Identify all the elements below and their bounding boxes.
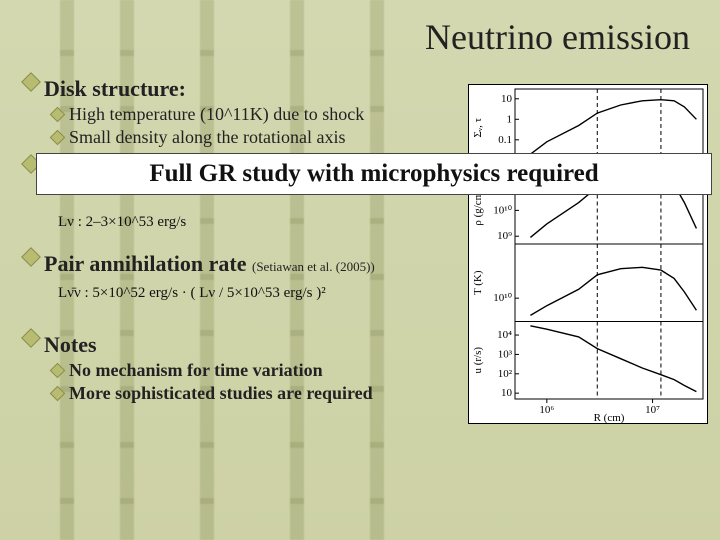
svg-text:10⁴: 10⁴ <box>497 329 512 341</box>
diamond-icon <box>52 109 63 120</box>
bullet-disk-sub1: Small density along the rotational axis <box>52 127 464 148</box>
chart-panel: 0.010.1110Σᵥ, τ10⁹10¹⁰10¹¹ρ (g/cm³)10¹⁰T… <box>468 84 708 424</box>
svg-text:10: 10 <box>501 387 513 399</box>
svg-text:T (K): T (K) <box>472 270 484 295</box>
disk-sub0: High temperature (10^11K) due to shock <box>69 104 364 125</box>
svg-text:1: 1 <box>507 113 513 125</box>
notes-sub0: No mechanism for time variation <box>69 360 323 381</box>
svg-text:u (r/s): u (r/s) <box>472 347 484 374</box>
page-title: Neutrino emission <box>24 16 690 58</box>
svg-text:10⁶: 10⁶ <box>539 404 554 416</box>
eqn-lum: Lν : 2–3×10^53 erg/s <box>58 214 464 231</box>
svg-text:Σᵥ, τ: Σᵥ, τ <box>472 117 484 137</box>
charts-svg: 0.010.1110Σᵥ, τ10⁹10¹⁰10¹¹ρ (g/cm³)10¹⁰T… <box>469 85 709 425</box>
slide: Neutrino emission Disk structure: High t… <box>0 0 720 540</box>
pair-label-text: Pair annihilation rate <box>44 251 247 276</box>
diamond-icon <box>52 388 63 399</box>
svg-text:10³: 10³ <box>498 348 513 360</box>
svg-text:10¹⁰: 10¹⁰ <box>493 204 512 216</box>
disk-sub1: Small density along the rotational axis <box>69 127 345 148</box>
content-left: Disk structure: High temperature (10^11K… <box>24 70 464 404</box>
eqn-pair: Lν̄ν : 5×10^52 erg/s · ( Lν / 5×10^53 er… <box>58 285 464 302</box>
bullet-disk: Disk structure: <box>24 70 464 102</box>
notes-label: Notes <box>44 332 97 358</box>
bullet-disk-sub0: High temperature (10^11K) due to shock <box>52 104 464 125</box>
diamond-icon <box>52 365 63 376</box>
diamond-icon <box>24 250 38 264</box>
notes-sub1: More sophisticated studies are required <box>69 383 373 404</box>
diamond-icon <box>24 75 38 89</box>
diamond-icon <box>24 331 38 345</box>
bullet-notes: Notes <box>24 326 464 358</box>
svg-text:10⁷: 10⁷ <box>645 404 660 416</box>
diamond-icon <box>52 132 63 143</box>
pair-label: Pair annihilation rate (Setiawan et al. … <box>44 251 375 277</box>
svg-text:0.1: 0.1 <box>498 134 512 146</box>
overlay-banner: Full GR study with microphysics required <box>36 153 712 195</box>
svg-text:10²: 10² <box>498 368 513 380</box>
bullet-pair: Pair annihilation rate (Setiawan et al. … <box>24 245 464 277</box>
pair-cite: (Setiawan et al. (2005)) <box>252 259 375 274</box>
bullet-notes-sub0: No mechanism for time variation <box>52 360 464 381</box>
disk-label: Disk structure: <box>44 76 186 102</box>
svg-text:10¹⁰: 10¹⁰ <box>493 292 512 304</box>
svg-text:R (cm): R (cm) <box>594 412 625 424</box>
svg-text:10: 10 <box>501 93 513 105</box>
svg-text:10⁹: 10⁹ <box>497 230 512 242</box>
bullet-notes-sub1: More sophisticated studies are required <box>52 383 464 404</box>
